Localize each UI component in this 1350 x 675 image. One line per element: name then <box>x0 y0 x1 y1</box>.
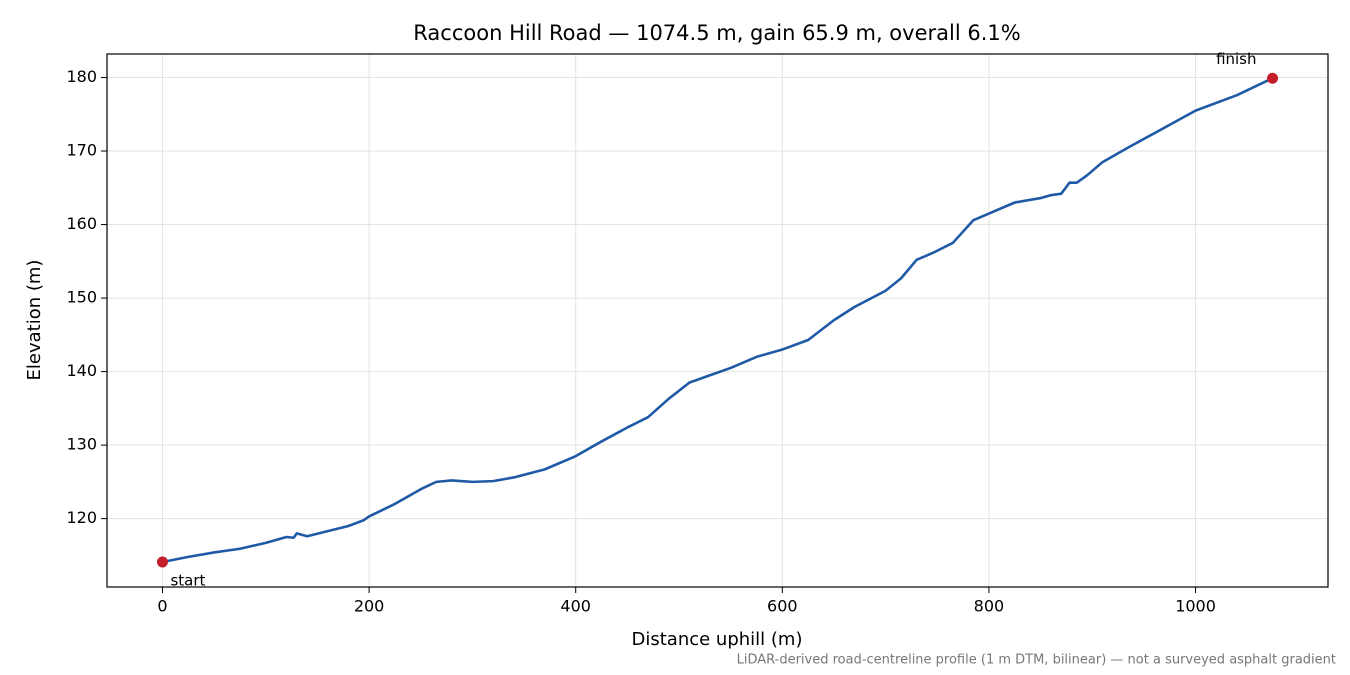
footnote: LiDAR-derived road-centreline profile (1… <box>737 653 1336 668</box>
chart-title: Raccoon Hill Road — 1074.5 m, gain 65.9 … <box>413 21 1020 45</box>
x-tick-label: 200 <box>354 597 385 616</box>
y-tick-label: 180 <box>66 67 97 86</box>
y-tick-label: 150 <box>66 288 97 307</box>
endpoint-marker <box>156 556 168 568</box>
annotation: finish <box>1216 50 1256 68</box>
annotation: start <box>170 572 205 590</box>
x-tick-label: 800 <box>974 597 1005 616</box>
endpoint-marker <box>1267 72 1279 84</box>
plot-frame <box>106 53 1329 588</box>
y-tick-label: 130 <box>66 435 97 454</box>
x-tick-label: 1000 <box>1175 597 1216 616</box>
y-tick-label: 160 <box>66 214 97 233</box>
x-tick-label: 400 <box>560 597 591 616</box>
x-tick-label: 0 <box>157 597 167 616</box>
y-tick-label: 170 <box>66 141 97 160</box>
y-axis-label: Elevation (m) <box>24 260 45 381</box>
y-tick-label: 140 <box>66 361 97 380</box>
x-tick-label: 600 <box>767 597 798 616</box>
elevation-line <box>162 77 1274 564</box>
x-axis-label: Distance uphill (m) <box>632 629 803 650</box>
y-tick-label: 120 <box>66 508 97 527</box>
